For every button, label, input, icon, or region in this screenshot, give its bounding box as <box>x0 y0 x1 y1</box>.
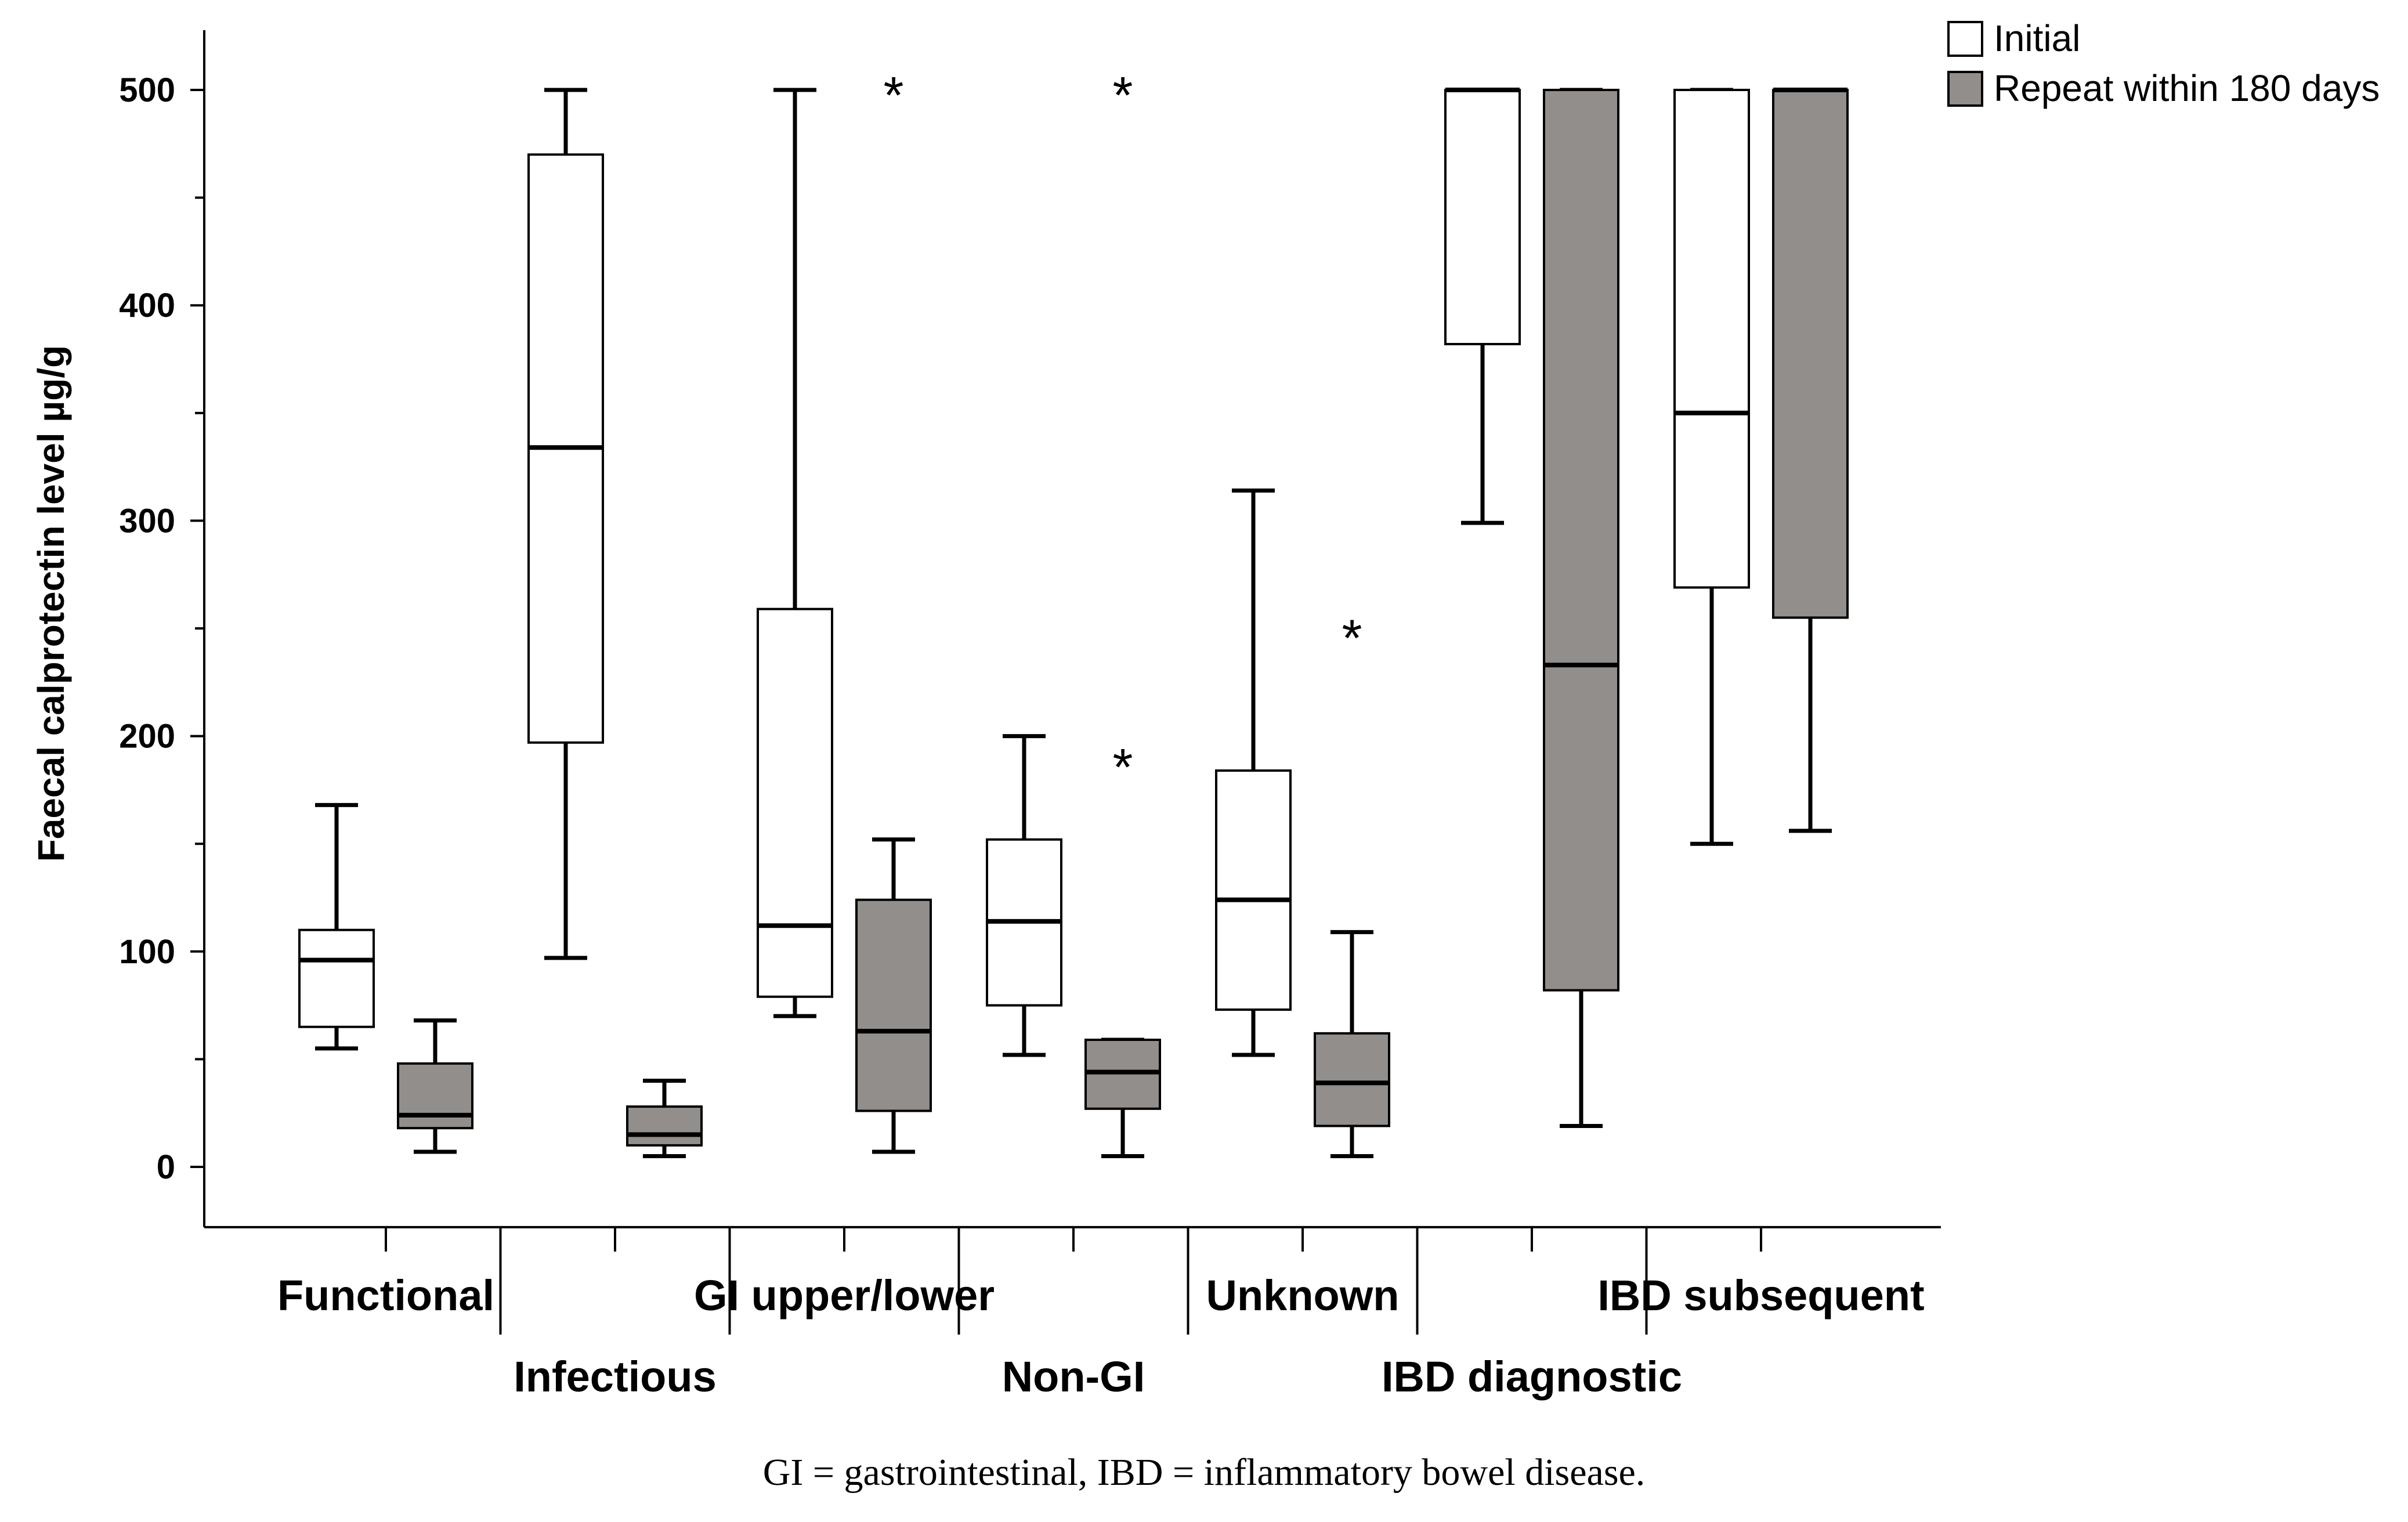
box-series <box>298 88 1849 1158</box>
box-repeat <box>855 837 932 1154</box>
x-category-label: Unknown <box>1206 1271 1400 1319</box>
box-body <box>855 898 932 1112</box>
box-initial <box>1444 88 1521 525</box>
outlier-marker: * <box>1112 739 1133 797</box>
legend-item: Initial <box>1947 17 2080 59</box>
box-body <box>1673 89 1750 589</box>
outlier-marker: * <box>883 67 903 125</box>
box-repeat <box>1314 930 1390 1158</box>
y-tick-label: 300 <box>119 502 175 540</box>
x-category-label: Infectious <box>514 1353 716 1401</box>
x-category-label: IBD diagnostic <box>1382 1353 1682 1401</box>
y-tick-label: 500 <box>119 71 175 109</box>
box-initial <box>1215 488 1292 1057</box>
box-body <box>1215 769 1292 1011</box>
box-body <box>757 608 833 998</box>
box-body <box>1314 1032 1390 1127</box>
x-category-label: Non-GI <box>1002 1353 1145 1401</box>
y-axis-label: Faecal calprotectin level µg/g <box>30 345 72 862</box>
y-tick-label: 200 <box>119 718 175 755</box>
box-repeat <box>1543 88 1619 1128</box>
box-initial <box>986 734 1062 1057</box>
legend-swatch <box>1947 71 1983 107</box>
y-tick-label: 0 <box>157 1148 175 1186</box>
x-category-label: IBD subsequent <box>1597 1271 1924 1319</box>
box-repeat <box>397 1018 473 1154</box>
x-category-label: GI upper/lower <box>694 1271 995 1319</box>
box-initial <box>757 88 833 1018</box>
box-body <box>626 1105 703 1147</box>
figure-caption: GI = gastrointestinal, IBD = inflammator… <box>762 1451 1646 1494</box>
y-tick-label: 400 <box>119 287 175 324</box>
box-body <box>1772 89 1849 619</box>
box-body <box>1543 89 1619 992</box>
legend: Initial Repeat within 180 days <box>1947 17 2380 109</box>
box-repeat <box>626 1079 703 1158</box>
outlier-markers: * * * * <box>883 67 1362 797</box>
outlier-marker: * <box>1342 609 1362 667</box>
box-initial <box>298 802 375 1051</box>
legend-label: Initial <box>1994 17 2080 59</box>
axes: 0 100 200 300 400 500 Functional Infectious GI u… <box>119 30 1941 1401</box>
box-initial <box>527 88 604 960</box>
box-initial <box>1673 88 1750 846</box>
box-repeat <box>1772 88 1849 833</box>
box-repeat <box>1084 1037 1161 1158</box>
x-category-label: Functional <box>277 1271 494 1319</box>
legend-label: Repeat within 180 days <box>1994 67 2380 109</box>
box-body <box>1444 89 1521 346</box>
box-body <box>298 928 375 1028</box>
legend-swatch <box>1947 21 1983 57</box>
outlier-marker: * <box>1112 67 1133 125</box>
y-tick-label: 100 <box>119 933 175 971</box>
box-body <box>397 1062 473 1130</box>
legend-item: Repeat within 180 days <box>1947 67 2380 109</box>
